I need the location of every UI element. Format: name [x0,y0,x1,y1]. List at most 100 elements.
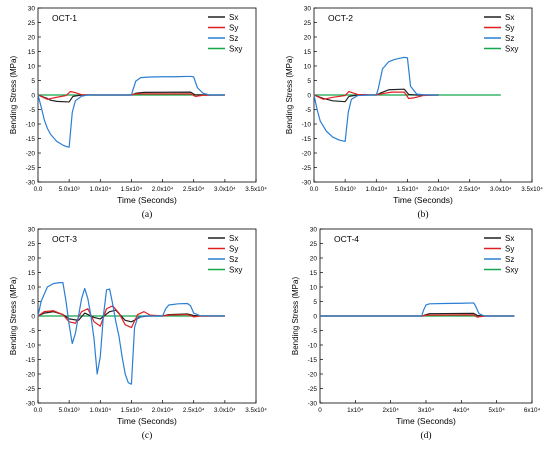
panel-caption: (d) [420,430,431,441]
x-tick-label: 3.5x10⁴ [521,186,543,193]
y-tick-label: -15 [26,136,36,143]
y-tick-label: -15 [302,136,312,143]
legend-entry: Sx [505,234,514,243]
y-tick-label: -20 [308,372,318,379]
y-tick-label: 30 [28,6,36,13]
y-tick-label: -5 [311,328,317,335]
y-tick-label: 20 [304,35,312,42]
legend-entry: Sx [229,13,238,22]
y-tick-label: -30 [308,401,318,408]
legend-entry: Sz [229,34,238,43]
y-tick-label: 10 [310,285,318,292]
x-tick-label: 6x10⁴ [524,407,541,414]
panel-caption: (c) [142,430,153,441]
legend-entry: Sz [229,255,238,264]
y-tick-label: 25 [28,241,36,248]
y-tick-label: 5 [31,299,35,306]
y-tick-label: 25 [304,20,312,27]
x-tick-label: 2x10⁴ [382,407,399,414]
panel-title: OCT-1 [52,13,77,23]
series-line-sz [37,282,225,385]
x-tick-label: 5.0x10³ [335,186,356,193]
panel-caption: (a) [142,209,153,220]
y-tick-label: 15 [310,270,318,277]
legend-entry: Sy [229,24,238,33]
y-tick-label: 30 [310,227,318,234]
y-tick-label: 15 [304,49,312,56]
x-tick-label: 1.5x10⁴ [397,186,419,193]
legend-entry: Sz [505,255,514,264]
panel-title: OCT-4 [334,234,359,244]
panel-caption: (b) [417,209,428,220]
legend-entry: Sxy [505,45,518,54]
y-tick-label: 0 [31,314,35,321]
y-axis-label: Bending Stress (MPa) [9,56,18,135]
chart-panel-1: -30 -25 -20 -15 -10 -5 0 5 10 15 20 25 30 0.0 5.0x10³ 1… [9,6,267,221]
y-axis-label: Bending Stress (MPa) [291,277,300,356]
chart-panel-2: -30 -25 -20 -15 -10 -5 0 5 10 15 20 25 30 0.0 5.0x10³ 1… [285,6,543,221]
x-tick-label: 2.5x10⁴ [183,407,205,414]
x-tick-label: 3.5x10⁴ [245,407,267,414]
x-tick-label: 3x10⁴ [418,407,435,414]
x-tick-label: 0.0 [310,186,319,193]
y-tick-label: -10 [26,343,36,350]
series-line-sy [313,90,439,100]
x-tick-label: 3.5x10⁴ [245,186,267,193]
y-tick-label: -30 [302,180,312,187]
legend-entry: Sy [505,245,514,254]
y-tick-label: -20 [302,151,312,158]
y-tick-label: -5 [305,107,311,114]
y-tick-label: -25 [302,165,312,172]
y-tick-label: -15 [308,357,318,364]
y-tick-label: 20 [310,256,318,263]
y-tick-label: -10 [308,343,318,350]
y-tick-label: 0 [31,93,35,100]
chart-panel-3: -30 -25 -20 -15 -10 -5 0 5 10 15 20 25 30 0.0 5.0x10³ 1… [9,227,267,442]
x-tick-label: 2.0x10⁴ [428,186,450,193]
legend-entry: Sxy [229,266,242,275]
series-line-sz [320,302,515,317]
y-tick-label: 5 [307,78,311,85]
y-tick-label: 0 [307,93,311,100]
y-tick-label: -15 [26,357,36,364]
x-tick-label: 1.5x10⁴ [121,407,143,414]
y-tick-label: -20 [26,372,36,379]
x-axis-label: Time (Seconds) [117,416,177,426]
y-tick-label: -25 [26,386,36,393]
series-line-sz [37,75,225,148]
y-tick-label: 10 [28,64,36,71]
y-tick-label: -10 [26,122,36,129]
y-tick-label: 30 [28,227,36,234]
x-tick-label: 1.0x10⁴ [89,186,111,193]
x-tick-label: 2.0x10⁴ [152,186,174,193]
x-tick-label: 2.5x10⁴ [459,186,481,193]
x-tick-label: 0.0 [34,407,43,414]
y-tick-label: 0 [313,314,317,321]
panel-title: OCT-3 [52,234,77,244]
legend-entry: Sy [229,245,238,254]
x-tick-label: 1.0x10⁴ [365,186,387,193]
y-tick-label: 15 [28,49,36,56]
x-axis-label: Time (Seconds) [396,416,456,426]
x-tick-label: 3.0x10⁴ [490,186,512,193]
y-axis-label: Bending Stress (MPa) [285,56,294,135]
legend-entry: Sx [229,234,238,243]
x-tick-label: 1.0x10⁴ [89,407,111,414]
x-tick-label: 0.0 [34,186,43,193]
y-tick-label: -30 [26,401,36,408]
y-tick-label: -25 [26,165,36,172]
y-tick-label: -30 [26,180,36,187]
legend-entry: Sz [505,34,514,43]
series-line-sz [313,56,439,142]
y-tick-label: 25 [28,20,36,27]
y-tick-label: 10 [304,64,312,71]
x-tick-label: 0 [318,407,322,414]
y-tick-label: 10 [28,285,36,292]
x-tick-label: 2.5x10⁴ [183,186,205,193]
x-tick-label: 3.0x10⁴ [214,186,236,193]
y-tick-label: -5 [29,107,35,114]
legend-entry: Sx [505,13,514,22]
legend-entry: Sy [505,24,514,33]
x-tick-label: 4x10⁴ [453,407,470,414]
